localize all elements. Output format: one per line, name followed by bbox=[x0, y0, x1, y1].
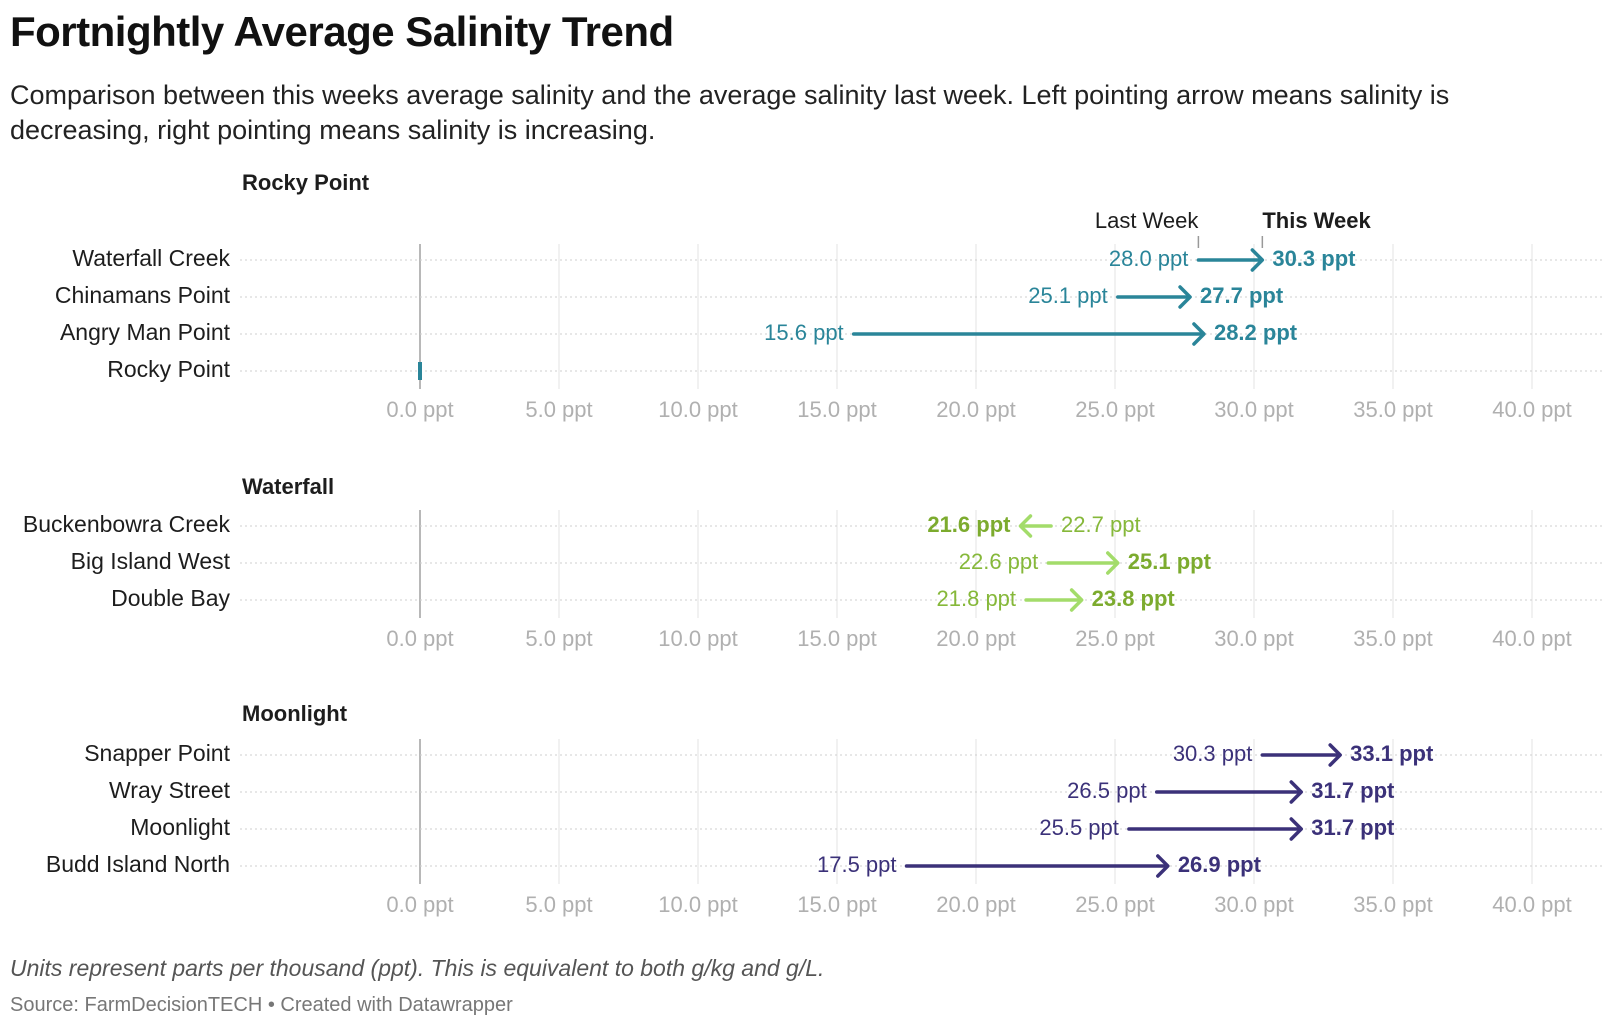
x-tick-label-rocky-point-4: 20.0 ppt bbox=[936, 397, 1016, 422]
legend-this-week: This Week bbox=[1262, 208, 1371, 233]
x-tick-label-waterfall-7: 35.0 ppt bbox=[1353, 626, 1433, 651]
last-week-label-buckenbowra-creek: 22.7 ppt bbox=[1061, 512, 1141, 537]
source-credit: Source: FarmDecisionTECH • Created with … bbox=[10, 994, 513, 1016]
row-label-waterfall-creek: Waterfall Creek bbox=[72, 245, 230, 271]
chart-title: Fortnightly Average Salinity Trend bbox=[10, 8, 674, 55]
this-week-label-double-bay: 23.8 ppt bbox=[1092, 586, 1176, 611]
x-tick-label-moonlight-0: 0.0 ppt bbox=[386, 892, 453, 917]
x-tick-label-waterfall-4: 20.0 ppt bbox=[936, 626, 1016, 651]
arrow-head-double-bay bbox=[1069, 588, 1084, 612]
chart-subtitle: Comparison between this weeks average sa… bbox=[10, 80, 1450, 145]
x-tick-label-moonlight-4: 20.0 ppt bbox=[936, 892, 1016, 917]
arrow-head-buckenbowra-creek bbox=[1018, 514, 1033, 538]
this-week-label-big-island-west: 25.1 ppt bbox=[1128, 549, 1212, 574]
row-label-wray-street: Wray Street bbox=[109, 777, 231, 803]
last-week-label-snapper-point: 30.3 ppt bbox=[1173, 741, 1253, 766]
last-week-label-double-bay: 21.8 ppt bbox=[937, 586, 1017, 611]
x-tick-label-waterfall-3: 15.0 ppt bbox=[797, 626, 877, 651]
x-tick-label-moonlight-3: 15.0 ppt bbox=[797, 892, 877, 917]
this-week-label-budd-island-north: 26.9 ppt bbox=[1178, 852, 1262, 877]
this-week-label-waterfall-creek: 30.3 ppt bbox=[1272, 246, 1356, 271]
last-week-label-angry-man-point: 15.6 ppt bbox=[764, 320, 844, 345]
x-tick-label-rocky-point-2: 10.0 ppt bbox=[658, 397, 738, 422]
this-week-label-snapper-point: 33.1 ppt bbox=[1350, 741, 1434, 766]
row-label-rocky-point: Rocky Point bbox=[107, 356, 230, 382]
x-tick-label-rocky-point-7: 35.0 ppt bbox=[1353, 397, 1433, 422]
x-tick-label-waterfall-2: 10.0 ppt bbox=[658, 626, 738, 651]
last-week-label-waterfall-creek: 28.0 ppt bbox=[1109, 246, 1189, 271]
this-week-label-angry-man-point: 28.2 ppt bbox=[1214, 320, 1298, 345]
x-tick-label-waterfall-0: 0.0 ppt bbox=[386, 626, 453, 651]
arrow-head-wray-street bbox=[1289, 780, 1304, 804]
x-tick-label-rocky-point-1: 5.0 ppt bbox=[525, 397, 592, 422]
row-label-moonlight: Moonlight bbox=[130, 814, 230, 840]
row-label-big-island-west: Big Island West bbox=[71, 548, 231, 574]
x-tick-label-moonlight-2: 10.0 ppt bbox=[658, 892, 738, 917]
row-label-budd-island-north: Budd Island North bbox=[46, 851, 230, 877]
x-tick-label-rocky-point-3: 15.0 ppt bbox=[797, 397, 877, 422]
x-tick-label-moonlight-6: 30.0 ppt bbox=[1214, 892, 1294, 917]
arrow-head-angry-man-point bbox=[1192, 322, 1206, 346]
panel-title-waterfall: Waterfall bbox=[242, 474, 334, 499]
arrow-head-big-island-west bbox=[1106, 551, 1120, 575]
row-label-angry-man-point: Angry Man Point bbox=[60, 319, 231, 345]
units-note: Units represent parts per thousand (ppt)… bbox=[10, 955, 825, 981]
arrow-head-snapper-point bbox=[1328, 743, 1342, 767]
last-week-label-wray-street: 26.5 ppt bbox=[1067, 778, 1147, 803]
x-tick-label-rocky-point-6: 30.0 ppt bbox=[1214, 397, 1294, 422]
x-tick-label-moonlight-8: 40.0 ppt bbox=[1492, 892, 1572, 917]
row-label-buckenbowra-creek: Buckenbowra Creek bbox=[23, 511, 231, 537]
last-week-label-chinamans-point: 25.1 ppt bbox=[1028, 283, 1108, 308]
last-week-label-big-island-west: 22.6 ppt bbox=[959, 549, 1039, 574]
x-tick-label-waterfall-8: 40.0 ppt bbox=[1492, 626, 1572, 651]
this-week-label-moonlight: 31.7 ppt bbox=[1311, 815, 1395, 840]
x-tick-label-moonlight-1: 5.0 ppt bbox=[525, 892, 592, 917]
arrow-head-budd-island-north bbox=[1156, 854, 1170, 878]
arrow-head-waterfall-creek bbox=[1250, 248, 1265, 272]
row-label-chinamans-point: Chinamans Point bbox=[55, 282, 231, 308]
row-label-double-bay: Double Bay bbox=[111, 585, 230, 611]
row-label-snapper-point: Snapper Point bbox=[84, 740, 230, 766]
marker-rocky-point bbox=[418, 362, 422, 380]
x-tick-label-waterfall-1: 5.0 ppt bbox=[525, 626, 592, 651]
last-week-label-budd-island-north: 17.5 ppt bbox=[817, 852, 897, 877]
arrow-head-chinamans-point bbox=[1178, 285, 1192, 309]
x-tick-label-rocky-point-8: 40.0 ppt bbox=[1492, 397, 1572, 422]
x-tick-label-waterfall-5: 25.0 ppt bbox=[1075, 626, 1155, 651]
arrow-head-moonlight bbox=[1289, 817, 1304, 841]
legend-last-week: Last Week bbox=[1095, 208, 1200, 233]
x-tick-label-rocky-point-0: 0.0 ppt bbox=[386, 397, 453, 422]
x-tick-label-rocky-point-5: 25.0 ppt bbox=[1075, 397, 1155, 422]
last-week-label-moonlight: 25.5 ppt bbox=[1039, 815, 1119, 840]
this-week-label-chinamans-point: 27.7 ppt bbox=[1200, 283, 1284, 308]
this-week-label-wray-street: 31.7 ppt bbox=[1311, 778, 1395, 803]
x-tick-label-waterfall-6: 30.0 ppt bbox=[1214, 626, 1294, 651]
panel-title-moonlight: Moonlight bbox=[242, 701, 348, 726]
panel-title-rocky-point: Rocky Point bbox=[242, 170, 370, 195]
x-tick-label-moonlight-5: 25.0 ppt bbox=[1075, 892, 1155, 917]
this-week-label-buckenbowra-creek: 21.6 ppt bbox=[927, 512, 1011, 537]
x-tick-label-moonlight-7: 35.0 ppt bbox=[1353, 892, 1433, 917]
